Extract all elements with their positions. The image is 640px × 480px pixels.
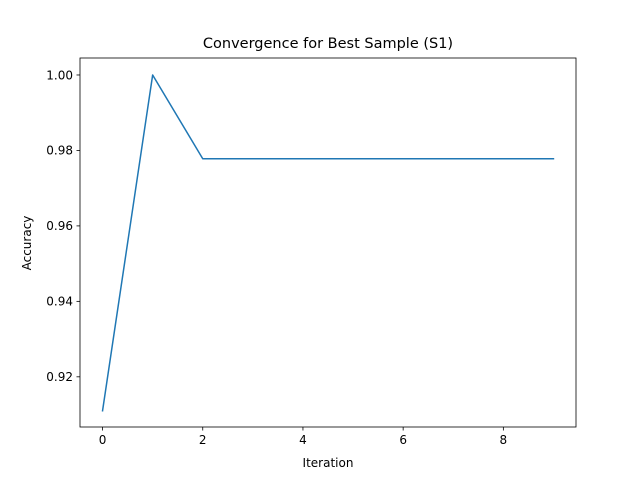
y-axis-label: Accuracy [20, 216, 34, 271]
y-tick-label: 0.98 [46, 144, 73, 158]
plot-area [79, 57, 577, 428]
y-tick-label: 0.94 [46, 295, 73, 309]
y-axis-ticks: 0.92 0.94 0.96 0.98 1.00 [46, 68, 80, 384]
x-tick-label: 8 [500, 433, 508, 447]
chart-title: Convergence for Best Sample (S1) [203, 36, 453, 52]
x-tick-label: 0 [99, 433, 107, 447]
plot-frame [79, 57, 577, 428]
x-axis-ticks: 0 2 4 6 8 [99, 427, 507, 447]
y-tick-label: 0.92 [46, 370, 73, 384]
x-tick-label: 4 [299, 433, 307, 447]
series-line-0 [101, 74, 555, 412]
x-tick-label: 2 [199, 433, 207, 447]
x-axis-label: Iteration [303, 456, 354, 470]
y-tick-label: 0.96 [46, 219, 73, 233]
x-tick-label: 6 [399, 433, 407, 447]
y-tick-label: 1.00 [46, 68, 73, 82]
